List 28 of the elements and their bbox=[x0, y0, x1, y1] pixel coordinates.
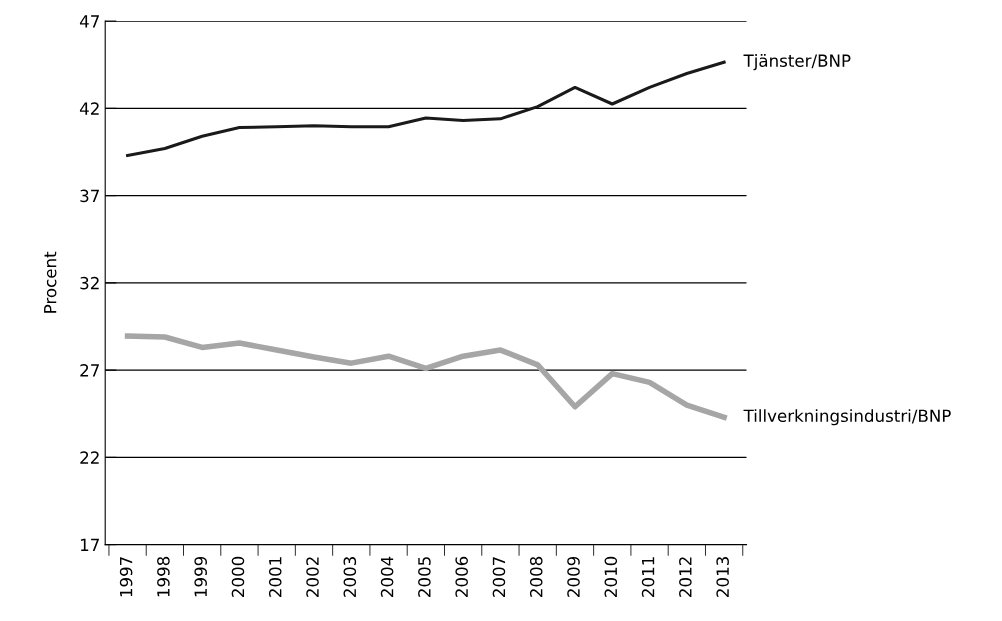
x-tick-label: 2010 bbox=[604, 556, 618, 597]
y-tick-label: 37 bbox=[80, 189, 99, 203]
y-tick-label: 47 bbox=[79, 15, 99, 28]
line-series bbox=[126, 60, 726, 158]
x-tick-label: 2005 bbox=[418, 557, 431, 597]
x-tick-label: 2008 bbox=[529, 556, 543, 597]
x-tick-label: 2004 bbox=[380, 556, 394, 597]
y-tick-label: 22 bbox=[80, 451, 99, 464]
x-tick-label: 2001 bbox=[268, 557, 282, 597]
y-tick-label: 32 bbox=[80, 276, 99, 290]
y-tick-label: 17 bbox=[80, 538, 99, 551]
x-tick-label: 2009 bbox=[567, 556, 580, 597]
x-tick-label: 2007 bbox=[492, 557, 506, 597]
x-tick-label: 1998 bbox=[157, 556, 170, 597]
x-tick-label: 2012 bbox=[679, 557, 692, 597]
x-tick-label: 1999 bbox=[194, 556, 207, 597]
x-tick-label: 1997 bbox=[119, 557, 133, 597]
y-tick-label: 27 bbox=[80, 364, 99, 377]
x-tick-label: 2000 bbox=[231, 556, 245, 597]
x-tick-label: 2013 bbox=[716, 557, 729, 597]
y-axis-title: Procent bbox=[44, 251, 57, 313]
x-tick-label: 2003 bbox=[343, 557, 357, 597]
x-tick-label: 2011 bbox=[641, 557, 655, 597]
series-label: Tjänster/BNP bbox=[743, 54, 851, 71]
series-label: Tillverkningsindustri/BNP bbox=[743, 409, 951, 426]
x-tick-label: 2006 bbox=[455, 556, 468, 597]
y-tick-label: 42 bbox=[79, 102, 99, 115]
x-tick-label: 2002 bbox=[306, 557, 319, 597]
